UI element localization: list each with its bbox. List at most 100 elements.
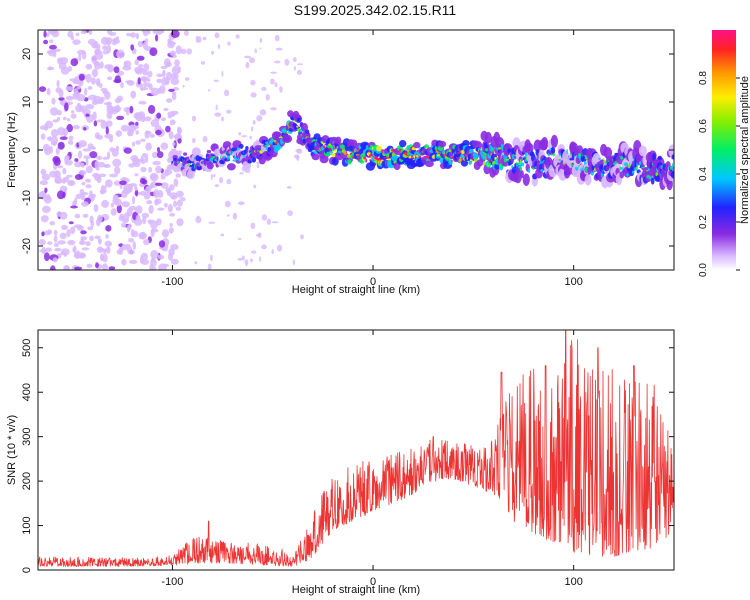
spectrogram-cell	[158, 240, 166, 248]
spectrogram-cell	[80, 30, 87, 35]
spectrogram-cell	[300, 123, 308, 132]
spectrogram-cell	[78, 140, 87, 148]
spectrogram-cell	[54, 247, 62, 252]
spectrogram-cell	[74, 161, 83, 168]
spectrogram-cell	[86, 263, 93, 268]
snr-panel: -100 0 100 0 100 200 300 400 500 Height of stra…	[6, 329, 675, 596]
spectrogram-cell	[252, 120, 256, 125]
spectrogram-cell	[249, 135, 253, 140]
spectrogram-cell	[213, 155, 216, 158]
spectrogram-cell	[175, 45, 182, 55]
spectrogram-cell	[270, 78, 275, 85]
spectrogram-cell	[520, 170, 524, 179]
spectrogram-cell	[413, 141, 421, 149]
spectrogram-cell	[250, 222, 256, 230]
spectrogram-cell	[165, 187, 172, 193]
spectrogram-cell	[89, 151, 98, 159]
spectrogram-cell	[81, 162, 85, 168]
spectrogram-cell	[116, 115, 125, 121]
spectrogram-cell	[528, 168, 531, 174]
spectrogram-cell	[566, 149, 568, 155]
spectrogram-cell	[53, 235, 58, 243]
spectrogram-cell	[214, 184, 220, 188]
spectrogram-cell	[206, 149, 212, 154]
spectrogram-cell	[167, 40, 175, 49]
spectrogram-cell	[194, 261, 198, 265]
spectrogram-cell	[107, 64, 114, 73]
spectrogram-cell	[68, 135, 74, 141]
spectrogram-cell	[523, 155, 527, 158]
spectrogram-cell	[46, 194, 51, 201]
spectrogram-cell	[152, 160, 161, 166]
spectrogram-cell	[85, 113, 90, 117]
spectrogram-cell	[97, 214, 103, 223]
spectrogram-cell	[105, 120, 113, 127]
spectrogram-cell	[149, 133, 155, 138]
spectrogram-cell	[160, 65, 168, 70]
spectrogram-cell	[95, 78, 101, 86]
spectrogram-cell	[283, 134, 293, 143]
spectrogram-cell	[151, 151, 159, 159]
spectrogram-cell	[458, 158, 462, 163]
spectrogram-cell	[39, 180, 48, 186]
spectrogram-cell	[59, 136, 68, 140]
spectrogram-cell	[256, 164, 260, 168]
spectrogram-cell	[171, 93, 177, 101]
spectrogram-cell	[90, 146, 97, 150]
spectrogram-cell	[424, 160, 434, 168]
spectrogram-cell	[161, 229, 170, 238]
spectrogram-cell	[200, 61, 206, 65]
spectrogram-cell	[334, 136, 342, 145]
spectrogram-cell	[168, 227, 174, 234]
spectrogram-cell	[462, 140, 470, 147]
spectrogram-cell	[265, 94, 270, 101]
spectrogram-cell	[87, 86, 93, 90]
spectrogram-cell	[49, 221, 56, 226]
spectrogram-cell	[322, 145, 326, 149]
spectrogram-cell	[150, 87, 160, 96]
spectrogram-cell	[202, 36, 207, 41]
spectrogram-cell	[108, 31, 117, 36]
y-tick-label: 10	[21, 96, 33, 108]
x-tick-label: 100	[565, 276, 583, 288]
spectrogram-cell	[274, 34, 280, 42]
snr-x-label: Height of straight line (km)	[292, 584, 420, 596]
spectrogram-cell	[94, 235, 101, 240]
spectrogram-cell	[259, 109, 267, 116]
spectrogram-cell	[68, 221, 74, 225]
spectrogram-cell	[155, 129, 162, 136]
spectrogram-cell	[99, 189, 107, 194]
spectrogram-cell	[88, 30, 93, 35]
spectrogram-cell	[80, 237, 84, 246]
spectrogram-cell	[96, 119, 106, 123]
spectrogram-cell	[134, 59, 139, 66]
spectrogram-cell	[81, 181, 86, 186]
spectrogram-cell	[110, 208, 117, 216]
spectrogram-cell	[104, 240, 113, 247]
spectrogram-cell	[522, 173, 530, 186]
spectrogram-cell	[460, 159, 469, 167]
spectrogram-cell	[550, 146, 556, 154]
spectrogram-cell	[182, 159, 183, 161]
spectrogram-cell	[148, 204, 154, 214]
spectrogram-cell	[462, 153, 464, 155]
spectrogram-cell	[88, 94, 97, 101]
y-tick-label: 400	[21, 383, 33, 401]
spectrogram-cell	[208, 89, 211, 92]
spectrogram-cell	[241, 255, 245, 261]
spectrogram-cell	[518, 156, 523, 163]
spectrogram-cell	[44, 247, 53, 252]
spectrogram-cell	[220, 233, 225, 237]
x-tick-label: -100	[161, 576, 183, 588]
spectrogram-cell	[261, 244, 267, 250]
spectrogram-cell	[274, 60, 281, 64]
spectrogram-cell	[215, 104, 218, 111]
spectrogram-cell	[448, 159, 453, 166]
spectrogram-cell	[211, 154, 216, 157]
spectrogram-cell	[163, 58, 171, 67]
spectrogram-cell	[173, 73, 179, 79]
spectrogram-cell	[284, 58, 290, 66]
snr-frame	[37, 329, 675, 571]
spectrogram-cell	[173, 200, 178, 208]
